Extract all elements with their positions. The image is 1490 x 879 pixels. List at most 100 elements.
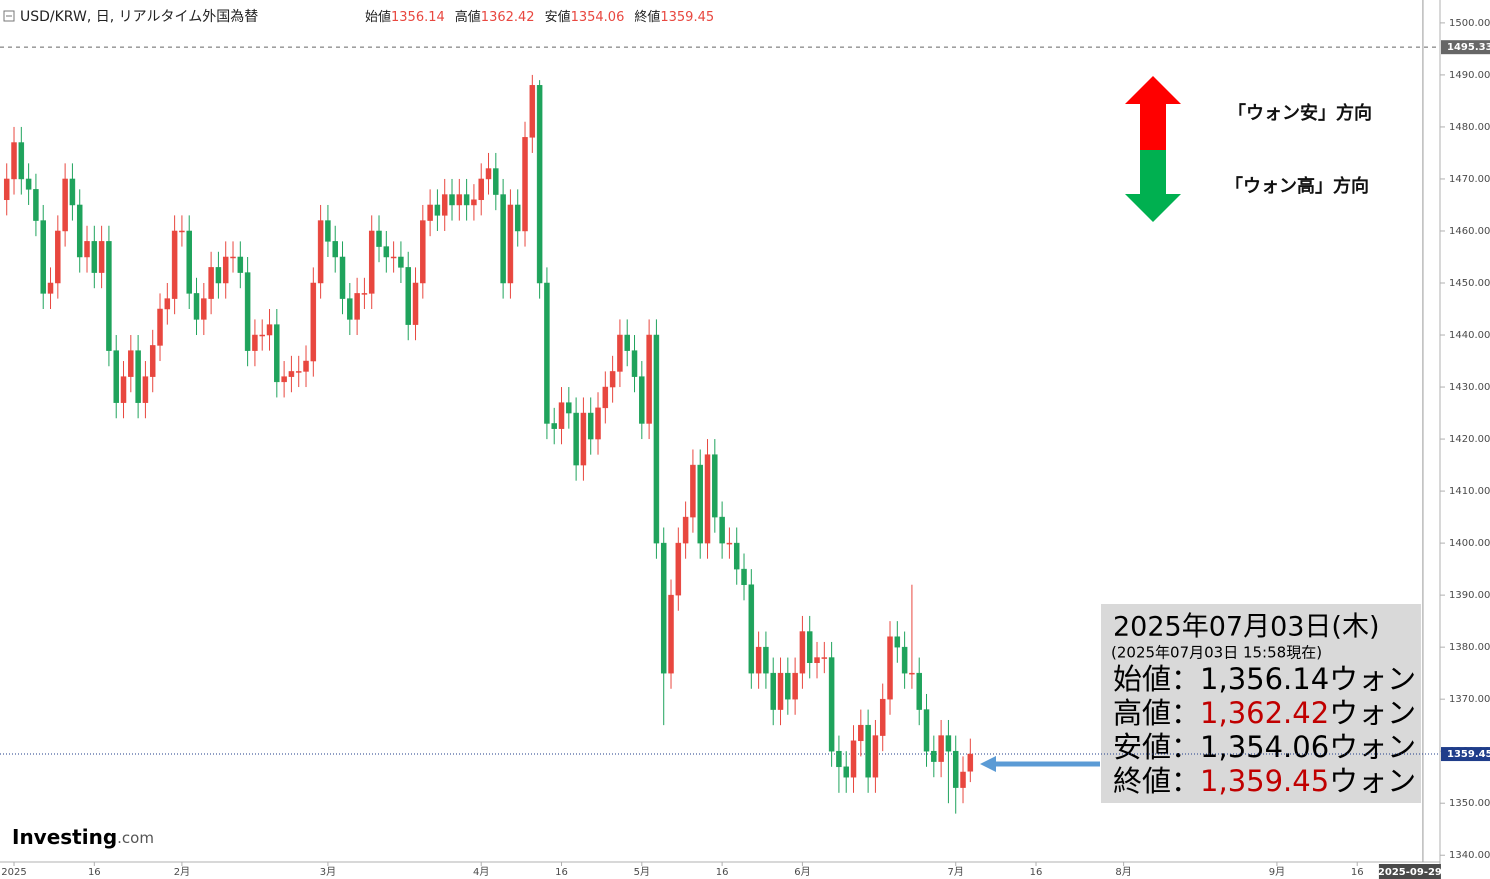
candle-body [33,189,39,221]
info-separator: ： [1171,764,1200,798]
candle-body [62,178,68,232]
candle-body [40,220,46,294]
x-tick-label: 16 [1030,867,1043,878]
candle-body [471,199,477,206]
candle-body [602,386,609,409]
info-unit: ウォン [1329,662,1416,696]
y-tick-label: 1420.00 [1449,434,1490,445]
candle-body [295,371,302,373]
candle-body [909,672,915,675]
x-tick-label: 2月 [174,866,190,878]
candle-body [536,85,543,284]
candle-body [18,142,25,180]
legend-value: 1359.45 [660,10,714,25]
x-tick-label: 4月 [473,866,489,878]
candle-body [843,766,849,778]
legend-label: 始値 [365,9,391,25]
candle-body [748,584,755,674]
candle-body [726,542,733,545]
candle-body [281,376,287,383]
info-row: 終値：1,359.45ウォン [1113,764,1416,798]
legend-label: 安値 [545,9,571,25]
candle-body [814,657,820,664]
collapse-icon[interactable] [3,10,15,22]
info-separator: ： [1171,662,1200,696]
candle-body [259,334,265,337]
ohlc-legend: 始値1356.14 高値1362.42 安値1354.06 終値1359.45 [365,9,714,25]
info-unit: ウォン [1329,696,1416,730]
candle-body [960,771,966,788]
candle-body [894,636,901,648]
candle-body [887,636,893,700]
candle-body [128,350,134,377]
candle-body [580,412,587,466]
info-unit: ウォン [1329,730,1416,764]
candle-body [252,334,258,351]
legend-label: 高値 [455,9,481,25]
candle-body [47,282,54,294]
info-separator: ： [1171,730,1200,764]
info-separator: ： [1171,696,1200,730]
y-tick-label: 1490.00 [1449,70,1490,81]
annotation: 「ウォン安」方向 [1228,102,1372,124]
date-marker-label: 2025-09-29 [1378,867,1442,878]
candle-body [91,241,98,273]
candle-body [376,230,382,247]
candle-body [763,646,769,674]
candle-body [587,412,594,440]
candle-body [427,204,433,221]
candle-body [858,724,864,742]
candle-body [149,345,156,377]
candle-body [106,241,112,351]
candle-body [288,371,295,377]
candle-body [514,204,521,232]
candle-body [171,230,178,299]
candle-body [420,220,426,284]
x-tick-label: 3月 [320,866,336,878]
candle-body [850,740,857,778]
y-tick-label: 1390.00 [1449,590,1490,601]
candle-body [76,204,83,258]
chart-title: USD/KRW, 日, リアルタイム外国為替 [20,9,258,25]
legend-value: 1362.42 [481,10,535,25]
info-value: 1,356.14 [1200,662,1329,696]
candle-body [507,204,514,284]
legend-label: 終値 [634,9,660,25]
candle-body [186,230,192,294]
candle-body [967,753,974,772]
candle-body [383,246,390,258]
candle-body [785,672,791,700]
candle-body [493,168,499,195]
info-name: 始値 [1113,662,1171,696]
candle-body [646,334,652,424]
candle-body [157,308,163,346]
candle-body [901,646,908,674]
info-rows: 始値：1,356.14ウォン高値：1,362.42ウォン安値：1,354.06ウ… [1113,662,1416,798]
candle-body [639,376,645,424]
x-tick-label: 16 [1351,867,1364,878]
candle-body [931,750,937,762]
info-asof: (2025年07月03日 15:58現在) [1111,644,1322,662]
candle-body [390,256,397,259]
info-box [1101,604,1421,803]
candle-body [164,298,171,310]
candle-body [11,142,17,180]
candle-body [449,194,455,206]
candle-body [945,735,952,752]
candle-body [529,85,536,138]
y-tick-label: 1500.00 [1449,18,1490,29]
x-tick-label: 16 [716,867,729,878]
candle-body [544,282,550,424]
candle-body [25,178,32,190]
candle-body [697,464,703,544]
candle-body [879,698,886,736]
candle-body [84,241,90,258]
info-unit: ウォン [1329,764,1416,798]
candle-body [573,412,579,466]
y-tick-label: 1380.00 [1449,642,1490,653]
candle-body [770,672,776,710]
candle-body [361,293,368,295]
candle-body [558,402,565,429]
y-tick-label: 1350.00 [1449,798,1490,809]
candle-body [69,178,76,206]
